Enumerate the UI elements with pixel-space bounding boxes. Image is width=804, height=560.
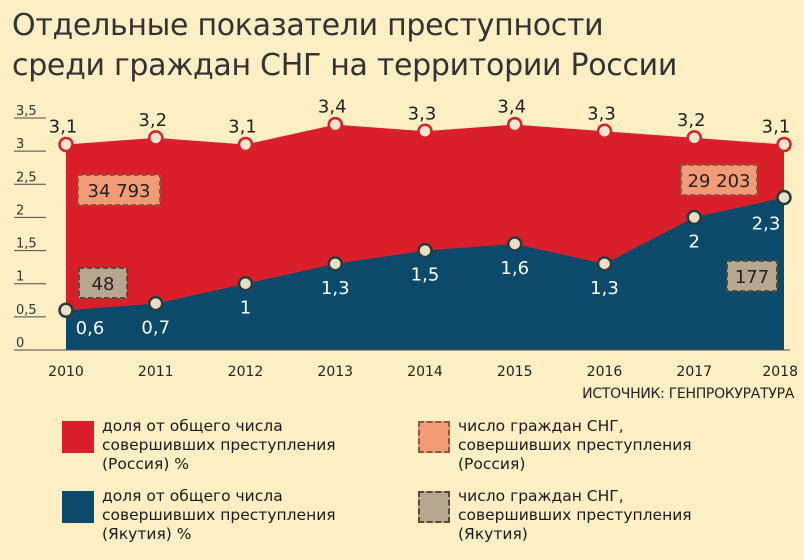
legend-label-yakutia-count: число граждан СНГ, совершивших преступле…	[458, 487, 692, 543]
data-label-russia: 3,1	[49, 117, 78, 138]
x-tick-label: 2018	[762, 364, 798, 380]
annotation-box	[77, 174, 161, 206]
series-yakutia-area	[66, 197, 784, 350]
data-label-russia: 3,1	[762, 117, 791, 138]
data-label-yakutia: 2,3	[752, 214, 781, 235]
x-tick-label: 2016	[587, 364, 623, 380]
x-tick-label: 2013	[317, 364, 353, 380]
source-note: ИСТОЧНИК: ГЕНПРОКУРАТУРА	[582, 386, 794, 402]
data-point-russia	[417, 123, 433, 140]
annotation-label: 48	[92, 274, 115, 295]
legend-swatch-yakutia-share	[62, 491, 94, 523]
data-label-yakutia: 1	[240, 298, 251, 319]
area-chart: 0 0,5 1 1,5 2 2,5 3 3,5 2010 2011 2012 2013 2014 2015…	[14, 97, 798, 380]
data-label-russia: 3,3	[587, 103, 616, 124]
data-label-yakutia: 2	[689, 231, 700, 252]
title-line-2: среди граждан СНГ на территории России	[12, 48, 678, 83]
data-label-yakutia: 0,6	[76, 318, 105, 339]
data-point-yakutia	[507, 236, 523, 252]
data-point-yakutia	[327, 256, 343, 272]
data-label-russia: 3,1	[228, 117, 257, 138]
y-tick-label: 1,5	[16, 237, 37, 252]
y-tick-label: 0	[16, 336, 24, 351]
data-label-yakutia: 1,5	[411, 265, 440, 286]
y-tick-label: 3,5	[16, 104, 37, 119]
data-label-yakutia: 1,3	[590, 278, 619, 299]
annotation-box	[78, 267, 128, 299]
data-label-russia: 3,4	[318, 97, 347, 118]
x-tick-label: 2010	[48, 364, 84, 380]
data-label-russia: 3,3	[408, 103, 437, 124]
data-point-russia	[58, 136, 74, 153]
y-tick-label: 2	[16, 203, 24, 218]
data-point-russia	[776, 136, 792, 153]
data-label-yakutia: 0,7	[141, 318, 170, 339]
data-label-russia: 3,2	[138, 110, 167, 131]
data-point-yakutia	[596, 256, 613, 272]
x-tick-label: 2014	[407, 364, 443, 380]
data-point-yakutia	[148, 295, 164, 312]
annotation-box	[680, 164, 758, 196]
data-point-russia	[596, 123, 613, 140]
data-point-yakutia	[686, 209, 702, 226]
data-point-russia	[507, 116, 523, 133]
title-line-1: Отдельные показатели преступности	[12, 8, 604, 43]
data-point-russia	[327, 116, 343, 133]
x-tick-label: 2011	[138, 364, 174, 380]
data-label-yakutia: 1,6	[500, 258, 529, 279]
legend-label-russia-count: число граждан СНГ, совершивших преступле…	[458, 417, 692, 473]
data-point-russia	[237, 136, 254, 153]
legend-swatch-russia-share	[62, 421, 94, 453]
y-tick-label: 1	[16, 270, 24, 285]
x-tick-label: 2017	[676, 364, 712, 380]
y-tick-label: 0,5	[16, 303, 37, 318]
data-point-yakutia	[237, 275, 254, 292]
annotation-label: 34 793	[88, 181, 151, 202]
data-point-russia	[148, 130, 164, 146]
y-tick-label: 3	[16, 137, 24, 152]
legend-label-russia-share: доля от общего числа совершивших преступ…	[102, 417, 336, 473]
data-label-russia: 3,2	[677, 110, 706, 131]
annotation-label: 177	[735, 267, 769, 288]
annotation-box	[726, 260, 778, 292]
legend-swatch-russia-count	[418, 421, 450, 453]
legend-swatch-yakutia-count	[418, 491, 450, 523]
x-tick-label: 2012	[228, 364, 264, 380]
y-tick-label: 2,5	[16, 170, 37, 185]
chart-title: Отдельные показатели преступности среди …	[12, 6, 677, 86]
data-point-yakutia	[776, 189, 792, 206]
legend-label-yakutia-share: доля от общего числа совершивших преступ…	[102, 487, 336, 543]
annotation-label: 29 203	[688, 171, 751, 192]
data-label-yakutia: 1,3	[321, 278, 350, 299]
data-point-russia	[686, 130, 702, 146]
data-label-russia: 3,4	[497, 97, 526, 118]
data-point-yakutia	[417, 242, 433, 259]
data-point-yakutia	[58, 302, 74, 318]
x-tick-label: 2015	[497, 364, 533, 380]
